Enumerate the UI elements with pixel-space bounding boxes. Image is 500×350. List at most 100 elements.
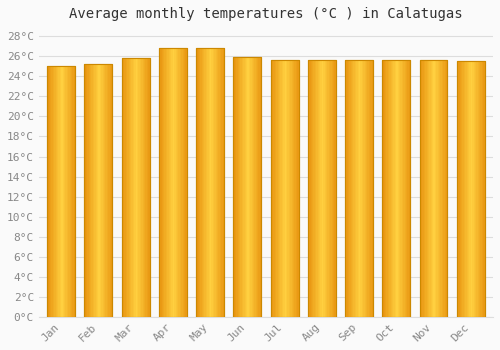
Bar bbox=[126, 58, 127, 317]
Bar bbox=[84, 64, 86, 317]
Bar bbox=[216, 48, 217, 317]
Bar bbox=[258, 57, 260, 317]
Bar bbox=[159, 48, 187, 317]
Bar bbox=[138, 58, 140, 317]
Bar bbox=[386, 60, 388, 317]
Bar bbox=[111, 64, 112, 317]
Bar bbox=[458, 61, 460, 317]
Bar bbox=[348, 60, 349, 317]
Bar bbox=[181, 48, 182, 317]
Bar bbox=[390, 60, 392, 317]
Bar bbox=[132, 58, 133, 317]
Bar bbox=[294, 60, 296, 317]
Bar bbox=[130, 58, 132, 317]
Bar bbox=[444, 60, 446, 317]
Bar bbox=[98, 64, 100, 317]
Bar bbox=[360, 60, 362, 317]
Bar bbox=[466, 61, 468, 317]
Bar bbox=[108, 64, 110, 317]
Bar bbox=[434, 60, 435, 317]
Bar bbox=[107, 64, 108, 317]
Bar bbox=[420, 60, 448, 317]
Bar bbox=[72, 66, 74, 317]
Bar bbox=[404, 60, 406, 317]
Bar bbox=[93, 64, 94, 317]
Bar bbox=[369, 60, 370, 317]
Bar bbox=[52, 66, 53, 317]
Bar bbox=[68, 66, 70, 317]
Bar bbox=[297, 60, 298, 317]
Bar bbox=[472, 61, 474, 317]
Bar bbox=[292, 60, 293, 317]
Bar bbox=[322, 60, 323, 317]
Bar bbox=[355, 60, 356, 317]
Bar bbox=[314, 60, 315, 317]
Bar bbox=[47, 66, 75, 317]
Bar bbox=[244, 57, 246, 317]
Bar bbox=[214, 48, 216, 317]
Bar bbox=[64, 66, 66, 317]
Bar bbox=[242, 57, 243, 317]
Bar bbox=[147, 58, 148, 317]
Bar bbox=[425, 60, 426, 317]
Bar bbox=[275, 60, 276, 317]
Bar bbox=[358, 60, 359, 317]
Bar bbox=[166, 48, 168, 317]
Bar bbox=[198, 48, 199, 317]
Bar bbox=[236, 57, 238, 317]
Bar bbox=[70, 66, 71, 317]
Bar bbox=[133, 58, 134, 317]
Bar bbox=[160, 48, 162, 317]
Bar bbox=[234, 57, 262, 317]
Bar bbox=[90, 64, 92, 317]
Bar bbox=[54, 66, 56, 317]
Bar bbox=[220, 48, 222, 317]
Bar bbox=[280, 60, 282, 317]
Bar bbox=[253, 57, 254, 317]
Bar bbox=[196, 48, 198, 317]
Bar bbox=[74, 66, 75, 317]
Bar bbox=[239, 57, 240, 317]
Bar bbox=[438, 60, 439, 317]
Bar bbox=[315, 60, 316, 317]
Bar bbox=[461, 61, 462, 317]
Bar bbox=[123, 58, 124, 317]
Bar bbox=[332, 60, 333, 317]
Bar bbox=[482, 61, 484, 317]
Bar bbox=[330, 60, 332, 317]
Bar bbox=[439, 60, 440, 317]
Bar bbox=[141, 58, 142, 317]
Bar bbox=[474, 61, 475, 317]
Bar bbox=[476, 61, 478, 317]
Bar bbox=[323, 60, 324, 317]
Bar bbox=[57, 66, 58, 317]
Bar bbox=[420, 60, 421, 317]
Bar bbox=[213, 48, 214, 317]
Bar bbox=[196, 48, 224, 317]
Bar bbox=[137, 58, 138, 317]
Bar bbox=[440, 60, 442, 317]
Bar bbox=[382, 60, 410, 317]
Bar bbox=[480, 61, 482, 317]
Bar bbox=[162, 48, 163, 317]
Bar bbox=[464, 61, 465, 317]
Bar bbox=[370, 60, 372, 317]
Bar bbox=[204, 48, 206, 317]
Bar bbox=[312, 60, 314, 317]
Bar bbox=[296, 60, 297, 317]
Bar bbox=[168, 48, 170, 317]
Bar bbox=[53, 66, 54, 317]
Bar bbox=[260, 57, 262, 317]
Bar bbox=[399, 60, 400, 317]
Bar bbox=[144, 58, 146, 317]
Bar bbox=[403, 60, 404, 317]
Bar bbox=[318, 60, 319, 317]
Bar bbox=[356, 60, 358, 317]
Bar bbox=[257, 57, 258, 317]
Bar bbox=[270, 60, 298, 317]
Bar bbox=[308, 60, 309, 317]
Bar bbox=[279, 60, 280, 317]
Bar bbox=[408, 60, 409, 317]
Bar bbox=[345, 60, 373, 317]
Bar bbox=[182, 48, 184, 317]
